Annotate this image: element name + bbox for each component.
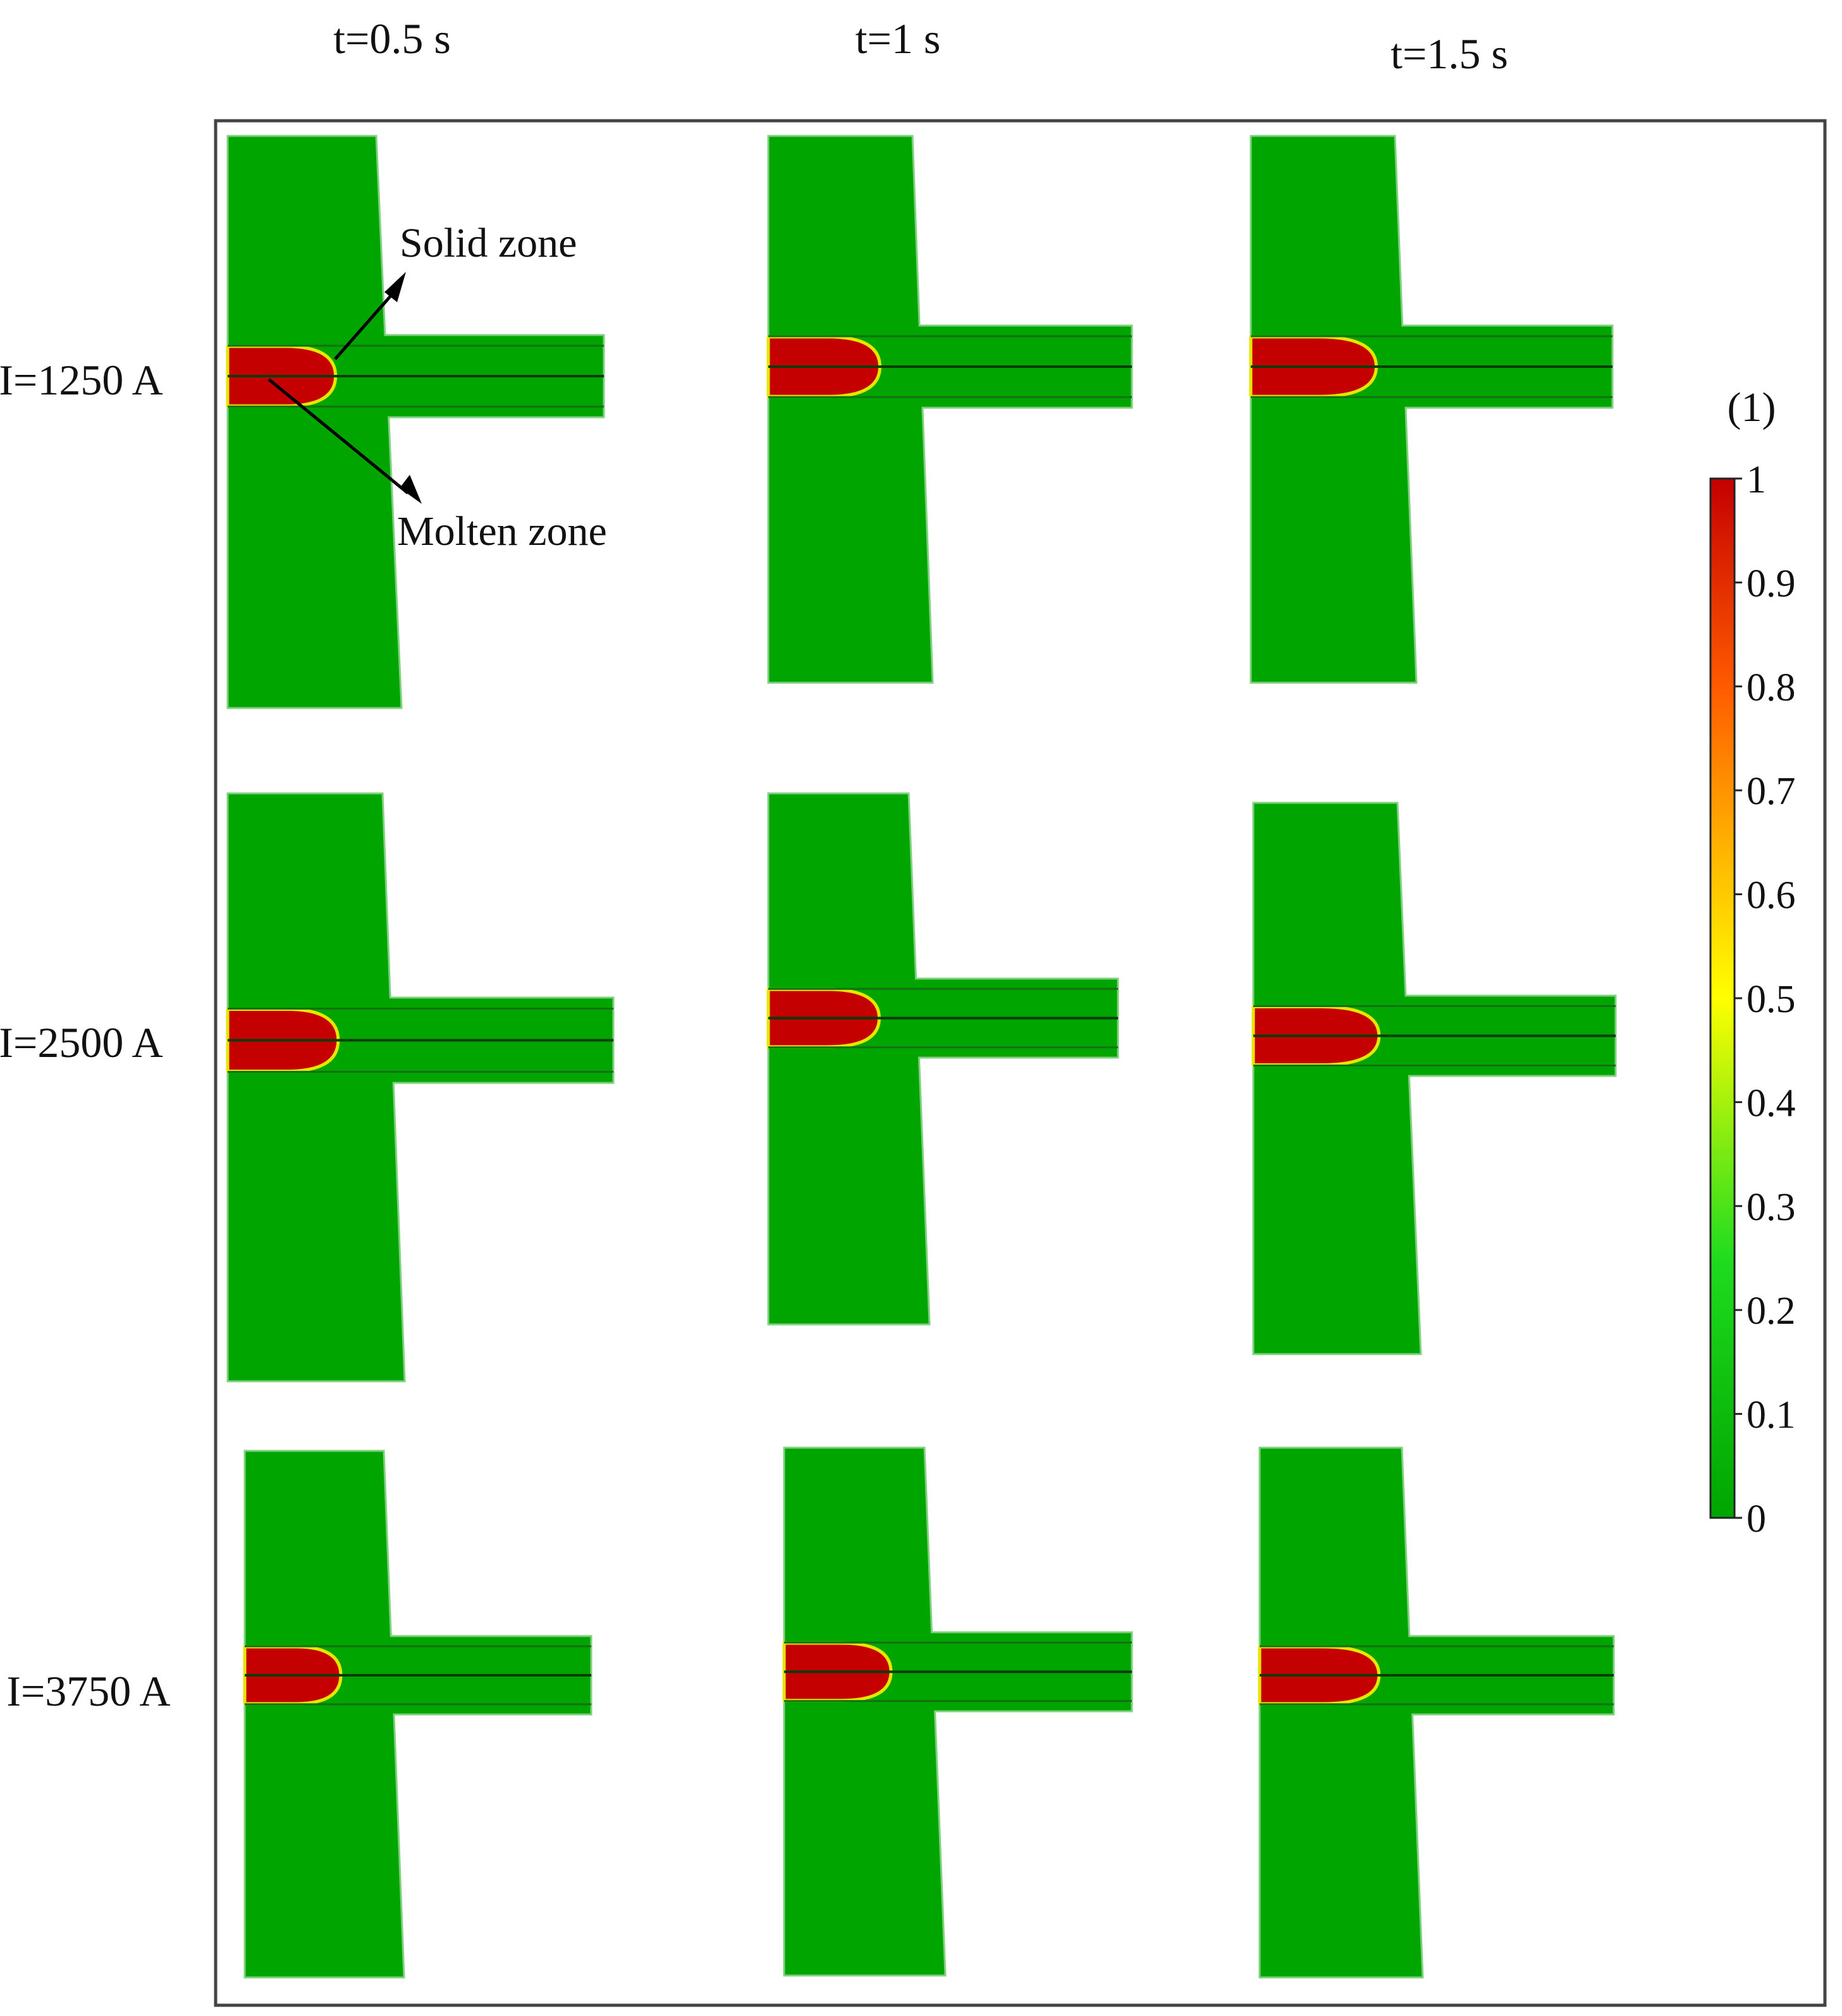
- panel-r3-c3: [1258, 1446, 1615, 1979]
- solid-region: [226, 135, 605, 709]
- solid-zone-arrow: [334, 284, 401, 360]
- row-title-2: I=2500 A: [0, 1018, 163, 1066]
- colorbar-gradient: [1709, 477, 1736, 1519]
- solid-region: [1258, 1446, 1615, 1979]
- molten-zone-arrow: [267, 378, 409, 494]
- colorbar-ticks: 1 0.9 0.8 0.7 0.6 0.5 0.4 0.3 0.2 0.1 0: [1735, 458, 1796, 1541]
- colorbar-tick-label: 0: [1747, 1498, 1766, 1541]
- panel-r1-c3: [1249, 135, 1614, 684]
- colorbar-tick-label: 0.2: [1747, 1290, 1796, 1333]
- column-title-2: t=1 s: [856, 15, 941, 63]
- colorbar-tick-label: 0.8: [1747, 666, 1796, 709]
- figure-frame: [214, 119, 1827, 2007]
- colorbar-tick-label: 0.6: [1747, 874, 1796, 917]
- colorbar: (1) 1 0.9 0.8 0.7 0.6 0.5 0.4 0.3 0.2 0.1 0: [1709, 384, 1796, 1541]
- solid-region: [243, 1450, 593, 1979]
- colorbar-tick-label: 0.7: [1747, 770, 1796, 813]
- solid-region: [767, 792, 1119, 1326]
- solid-region: [783, 1446, 1133, 1977]
- row-title-1: I=1250 A: [0, 356, 163, 404]
- row-title-3: I=3750 A: [6, 1667, 170, 1715]
- panel-r3-c1: [243, 1450, 593, 1979]
- colorbar-tick-label: 0.9: [1747, 562, 1796, 605]
- simulation-panels: [226, 135, 1617, 1979]
- panel-r3-c2: [782, 1446, 1133, 1977]
- panel-r1-c2: [766, 135, 1133, 684]
- solid-zone-label: Solid zone: [400, 220, 577, 266]
- molten-zone-annotation: Molten zone: [267, 378, 607, 554]
- solid-zone-arrowhead: [384, 272, 406, 302]
- solid-region: [1252, 802, 1617, 1355]
- panel-r2-c2: [766, 792, 1119, 1326]
- panel-r2-c1: [226, 792, 615, 1383]
- colorbar-tick-label: 0.5: [1747, 978, 1796, 1021]
- colorbar-tick-label: 0.3: [1747, 1186, 1796, 1229]
- colorbar-tick-label: 0.4: [1747, 1082, 1796, 1125]
- colorbar-tick-label: 1: [1747, 458, 1766, 501]
- solid-region: [767, 135, 1133, 684]
- molten-zone-label: Molten zone: [397, 508, 607, 554]
- molten-zone-arrowhead: [400, 475, 422, 504]
- colorbar-title: (1): [1728, 384, 1776, 431]
- colorbar-tick-label: 0.1: [1747, 1394, 1796, 1437]
- solid-zone-annotation: Solid zone: [334, 220, 577, 360]
- column-title-1: t=0.5 s: [333, 15, 451, 63]
- solid-region: [1249, 135, 1614, 684]
- column-title-3: t=1.5 s: [1391, 30, 1508, 78]
- panel-r2-c3: [1251, 802, 1617, 1355]
- solid-region: [226, 792, 615, 1383]
